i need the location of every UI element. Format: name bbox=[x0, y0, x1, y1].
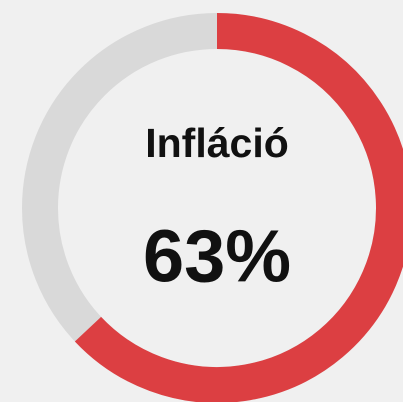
gauge-arc bbox=[74, 13, 403, 402]
chart-title: Infláció bbox=[145, 120, 289, 166]
value-label: 63% bbox=[143, 215, 291, 298]
